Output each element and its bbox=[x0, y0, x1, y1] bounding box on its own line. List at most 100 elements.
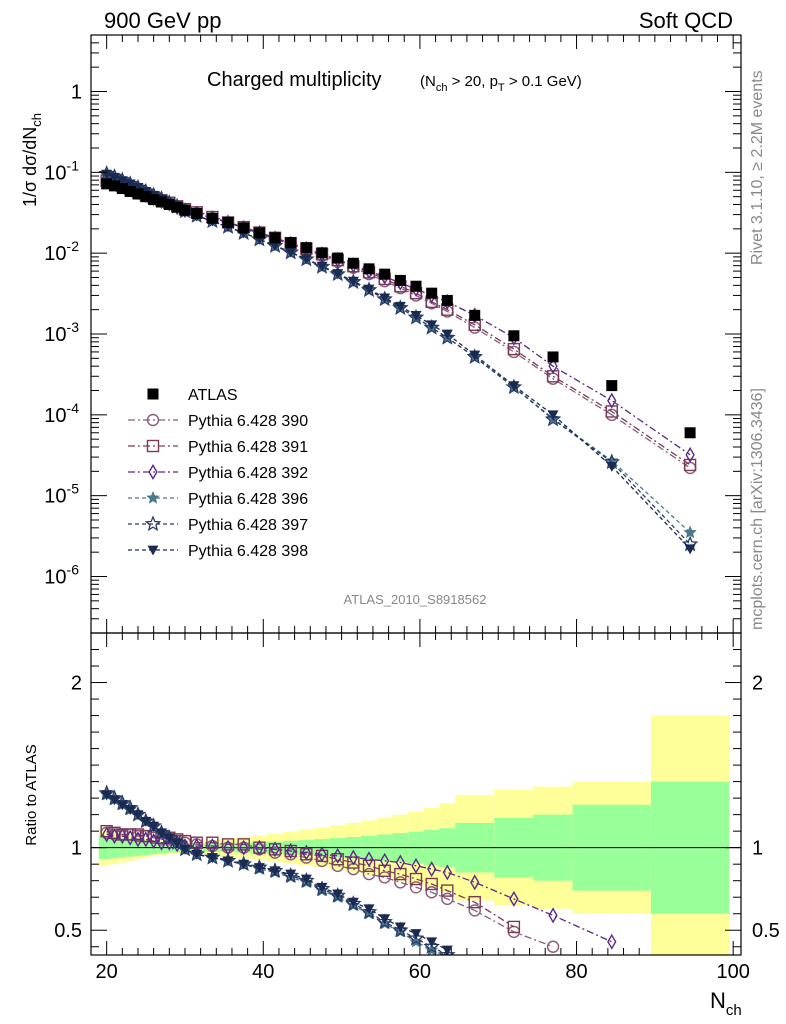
ratio-point-p390 bbox=[425, 886, 438, 899]
data-point-p392 bbox=[685, 446, 695, 463]
ratio-point-p390 bbox=[468, 904, 481, 917]
ratio-point-p392 bbox=[141, 831, 151, 848]
main-y-tick-label: 10-2 bbox=[44, 238, 79, 265]
ratio-point-p390 bbox=[378, 871, 391, 884]
rivet-version-label: Rivet 3.1.10, ≥ 2.2M events bbox=[749, 70, 766, 265]
ratio-point-p398 bbox=[332, 889, 344, 900]
data-point-p398 bbox=[410, 310, 422, 321]
data-point-atlas bbox=[163, 199, 175, 211]
data-point-p398 bbox=[116, 176, 128, 187]
ratio-point-p397 bbox=[376, 913, 393, 929]
data-point-atlas bbox=[222, 216, 234, 228]
data-point-atlas bbox=[108, 180, 120, 192]
ratio-point-p392 bbox=[102, 826, 112, 843]
data-point-atlas bbox=[148, 194, 160, 206]
data-point-atlas bbox=[394, 274, 406, 286]
data-point-p398 bbox=[108, 172, 120, 183]
data-point-p398 bbox=[394, 301, 406, 312]
ratio-point-p398 bbox=[426, 937, 438, 948]
header-left-label: 900 GeV pp bbox=[104, 8, 221, 33]
main-panel: 10-6 10-5 10-4 10-3 10-2 10-1 1 bbox=[44, 34, 742, 955]
header-right-label: Soft QCD bbox=[639, 8, 733, 33]
data-point-p397 bbox=[423, 318, 440, 335]
ratio-point-p392 bbox=[607, 933, 617, 950]
legend-marker-p397 bbox=[144, 515, 162, 532]
ratio-point-p397 bbox=[360, 903, 378, 920]
ratio-point-p398 bbox=[363, 904, 375, 915]
data-point-p390 bbox=[507, 345, 521, 359]
ratio-point-p398 bbox=[108, 795, 120, 806]
data-point-p398 bbox=[508, 381, 520, 392]
data-point-atlas bbox=[238, 222, 250, 234]
data-point-atlas bbox=[606, 380, 618, 392]
data-point-p391 bbox=[546, 370, 560, 383]
data-point-p392 bbox=[548, 358, 558, 375]
chart-title-cut: (Nch > 20, pT > 0.1 GeV) bbox=[420, 73, 582, 94]
ratio-point-p390 bbox=[331, 859, 344, 873]
data-point-atlas bbox=[269, 232, 281, 244]
ratio-point-p392 bbox=[109, 828, 120, 845]
data-point-p398 bbox=[379, 293, 391, 304]
ratio-point-p391 bbox=[237, 838, 250, 851]
x-tick-label: 20 bbox=[96, 961, 118, 983]
ratio-point-p398 bbox=[116, 800, 128, 811]
ratio-point-p390 bbox=[362, 867, 376, 881]
ratio-point-p392 bbox=[286, 842, 296, 859]
ratio-point-p398 bbox=[347, 897, 359, 908]
ratio-point-p391 bbox=[347, 856, 360, 869]
series-line-p397 bbox=[106, 173, 691, 545]
ratio-point-p398 bbox=[238, 859, 250, 870]
ratio-point-p398 bbox=[124, 805, 136, 816]
ratio-line-p392 bbox=[106, 833, 613, 943]
ratio-point-p398 bbox=[316, 882, 328, 893]
data-point-p390 bbox=[683, 461, 697, 475]
main-y-axis-label: 1/σ dσ/dNch bbox=[20, 113, 44, 207]
x-tick-label: 80 bbox=[565, 961, 587, 983]
ratio-point-p398 bbox=[410, 929, 422, 940]
data-point-atlas bbox=[363, 263, 375, 275]
ratio-point-p398 bbox=[140, 816, 152, 827]
ratio-point-p392 bbox=[301, 844, 312, 861]
ratio-series-area bbox=[98, 784, 617, 955]
data-point-atlas bbox=[191, 207, 203, 219]
ratio-point-p392 bbox=[380, 852, 390, 869]
data-point-atlas bbox=[347, 257, 359, 269]
data-point-p398 bbox=[606, 462, 618, 472]
main-y-tick-label: 10-4 bbox=[44, 400, 79, 427]
mcplots-reference-label: mcplots.cern.ch [arXiv:1306.3436] bbox=[749, 388, 766, 630]
legend-marker-p396 bbox=[146, 490, 160, 504]
ratio-point-p398 bbox=[171, 838, 183, 849]
ratio-y-tick-label: 0.5 bbox=[54, 920, 82, 942]
analysis-watermark: ATLAS_2010_S8918562 bbox=[344, 592, 487, 607]
ratio-y-tick-label-right: 2 bbox=[752, 673, 763, 695]
data-point-atlas bbox=[116, 183, 128, 195]
ratio-point-p398 bbox=[163, 833, 175, 844]
ratio-point-p398 bbox=[300, 874, 312, 885]
ratio-point-p397 bbox=[439, 946, 456, 955]
x-tick-label: 40 bbox=[252, 961, 274, 983]
ratio-point-p398 bbox=[155, 828, 167, 839]
ratio-point-p392 bbox=[239, 839, 249, 856]
data-point-atlas bbox=[155, 196, 167, 208]
data-point-p398 bbox=[347, 276, 359, 287]
data-point-p398 bbox=[124, 179, 136, 190]
legend-marker-p390 bbox=[146, 413, 160, 427]
ratio-point-p392 bbox=[442, 864, 452, 881]
data-point-atlas bbox=[547, 351, 559, 363]
legend-marker-atlas bbox=[147, 388, 159, 400]
legend-label-p398: Pythia 6.428 398 bbox=[188, 543, 308, 560]
x-tick-label: 60 bbox=[409, 961, 431, 983]
ratio-point-p398 bbox=[379, 914, 391, 925]
data-point-p398 bbox=[363, 284, 375, 295]
ratio-point-p392 bbox=[364, 851, 374, 868]
ratio-point-p397 bbox=[392, 921, 409, 938]
chart-title: Charged multiplicity bbox=[207, 69, 382, 91]
ratio-point-p391 bbox=[378, 864, 391, 877]
data-point-p398 bbox=[469, 350, 481, 361]
data-point-atlas bbox=[410, 280, 422, 292]
data-point-p398 bbox=[300, 254, 312, 265]
ratio-y-tick-label: 1 bbox=[71, 838, 82, 860]
ratio-point-p398 bbox=[285, 869, 297, 880]
data-point-p392 bbox=[607, 392, 617, 409]
